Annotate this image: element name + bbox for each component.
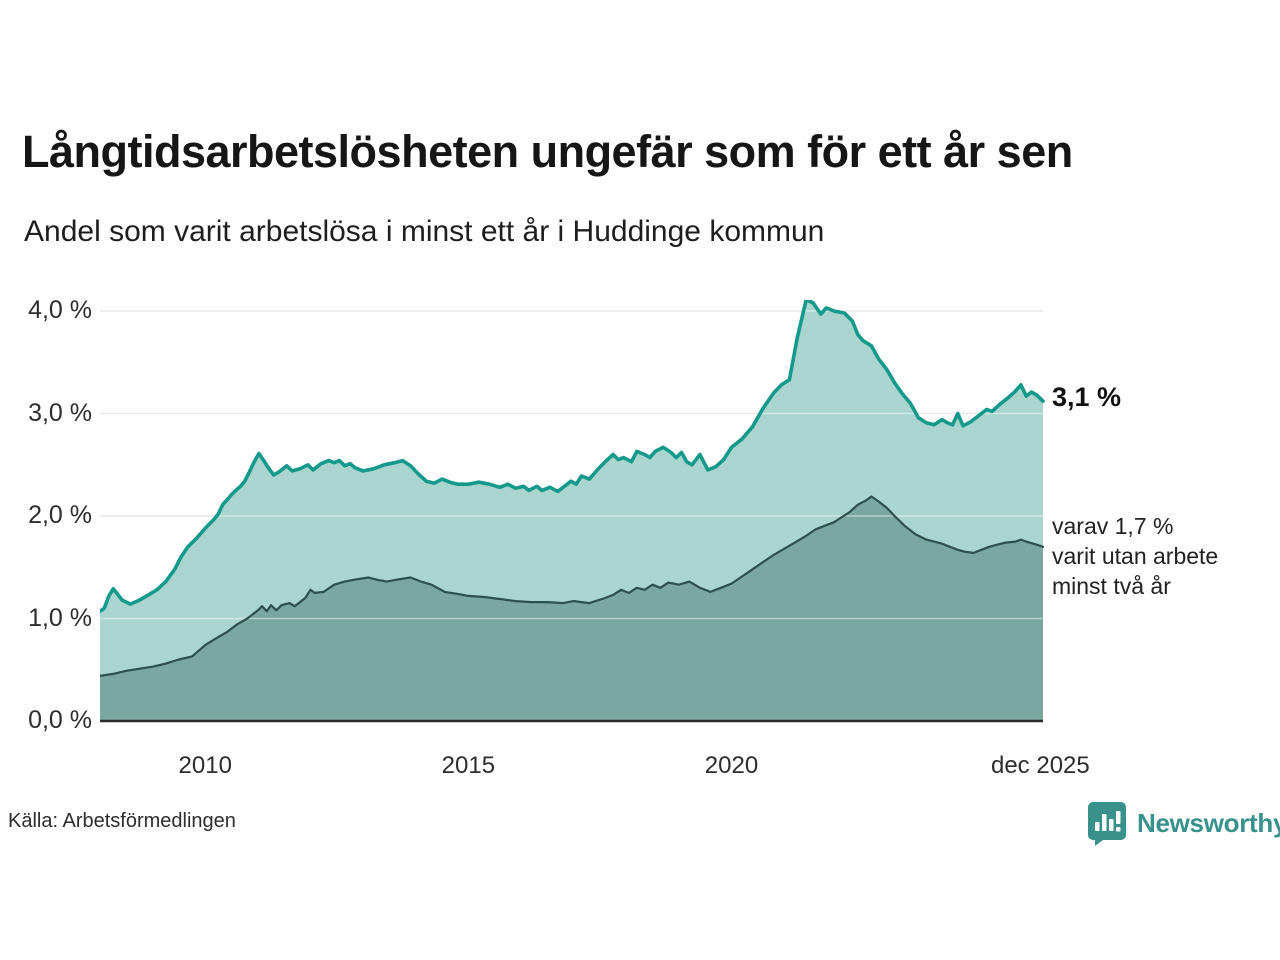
page-title: Långtidsarbetslösheten ungefär som för e… xyxy=(22,126,1073,177)
area-1yr xyxy=(100,300,1043,676)
x-tick-label: 2020 xyxy=(704,752,759,779)
y-tick-label: 4,0 % xyxy=(28,296,92,324)
y-tick-label: 0,0 % xyxy=(28,706,92,734)
y-tick-label: 3,0 % xyxy=(28,398,92,427)
x-tick-label: dec 2025 xyxy=(990,752,1090,779)
end-note-label: varav 1,7 % varit utan arbete minst två … xyxy=(1052,511,1218,601)
newsworthy-icon xyxy=(1088,802,1126,846)
end-note-line: minst två år xyxy=(1052,573,1171,599)
y-tick-label: 1,0 % xyxy=(28,603,92,632)
source-label: Källa: Arbetsförmedlingen xyxy=(8,810,236,832)
x-tick-label: 2015 xyxy=(441,752,496,779)
brand-logo: Newsworthy xyxy=(1086,800,1280,846)
end-note-line: varav 1,7 % xyxy=(1052,513,1174,539)
x-tick-label: 2010 xyxy=(178,752,232,779)
line-2yr xyxy=(100,495,1045,677)
brand-wordmark: Newsworthy xyxy=(1137,807,1280,838)
line-1yr xyxy=(100,300,1045,614)
area-2yr xyxy=(100,496,1043,721)
y-tick-label: 2,0 % xyxy=(28,501,92,529)
page-subtitle: Andel som varit arbetslösa i minst ett å… xyxy=(24,215,825,248)
end-value-label: 3,1 % xyxy=(1052,382,1122,412)
chart-canvas xyxy=(100,300,1045,723)
end-note-line: varit utan arbete xyxy=(1052,543,1219,569)
